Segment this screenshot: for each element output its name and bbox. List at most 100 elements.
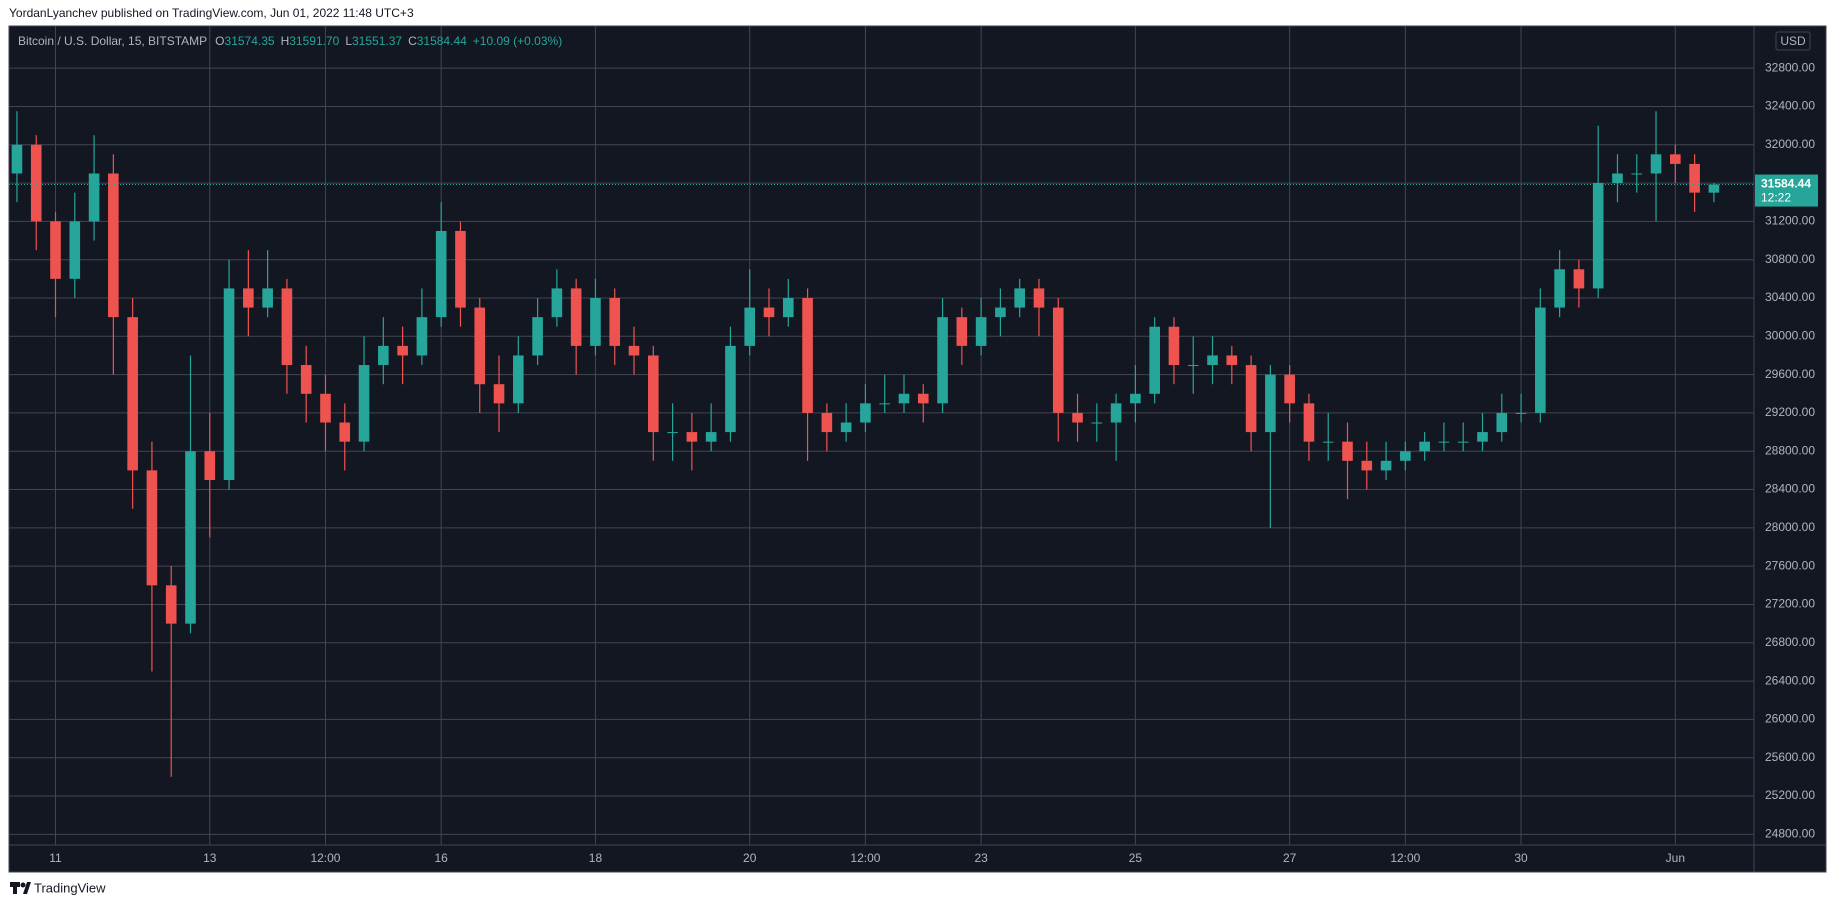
candle-body — [108, 173, 119, 318]
candle-body — [204, 451, 216, 480]
candle-body — [1554, 269, 1565, 308]
candle-body — [378, 345, 389, 366]
candle-body — [1535, 307, 1546, 413]
x-tick-label: 25 — [1129, 851, 1143, 865]
candle-body — [146, 470, 158, 586]
candle-body — [455, 230, 466, 308]
candle-body — [1477, 432, 1488, 442]
candle-body — [840, 422, 852, 433]
legend-value: 31551.37 — [352, 34, 402, 48]
candle-body — [435, 230, 447, 318]
y-tick-label: 25600.00 — [1765, 750, 1815, 764]
last-price-box — [1755, 174, 1818, 207]
candle-body — [1187, 365, 1199, 367]
candle-body — [995, 307, 1006, 318]
candle-body — [628, 345, 640, 356]
y-tick-label: 31200.00 — [1765, 214, 1815, 228]
candle-body — [1573, 269, 1585, 289]
candle-body — [1689, 163, 1700, 193]
candle-body — [1650, 154, 1662, 174]
y-tick-label: 26800.00 — [1765, 635, 1815, 649]
currency-box — [1775, 31, 1811, 51]
candle-body — [1400, 451, 1411, 461]
candle-body — [397, 345, 408, 356]
x-tick-label: 18 — [589, 851, 603, 865]
publish-info: YordanLyanchev published on TradingView.… — [9, 6, 414, 20]
y-tick-label: 29200.00 — [1765, 405, 1815, 419]
candle-body — [474, 307, 486, 385]
last-price-label: 31584.44 — [1761, 177, 1811, 191]
x-tick-label: 12:00 — [850, 851, 880, 865]
candle-body — [860, 403, 871, 423]
y-tick-label: 27600.00 — [1765, 558, 1815, 572]
y-tick-label: 30800.00 — [1765, 252, 1815, 266]
candle-body — [339, 422, 351, 442]
candle-body — [898, 393, 910, 404]
candle-body — [763, 307, 775, 318]
candle-body — [50, 221, 61, 279]
legend-key: L — [345, 34, 352, 48]
y-tick-label: 32800.00 — [1765, 60, 1815, 74]
candle-body — [30, 144, 42, 222]
candle-body — [88, 173, 100, 222]
candle-body — [1091, 422, 1103, 424]
candle-body — [1612, 173, 1623, 184]
candle-body — [744, 307, 756, 346]
candle-body — [165, 585, 177, 624]
candle-body — [1592, 183, 1604, 289]
y-tick-label: 26000.00 — [1765, 712, 1815, 726]
x-tick-label: Jun — [1666, 851, 1685, 865]
candle-body — [609, 298, 621, 346]
currency: USD — [1780, 34, 1806, 48]
x-tick-label: 27 — [1283, 851, 1297, 865]
candle-body — [1708, 184, 1720, 193]
symbol: Bitcoin / U.S. Dollar, 15, BITSTAMP — [18, 34, 207, 48]
y-tick-label: 27200.00 — [1765, 597, 1815, 611]
candle-body — [686, 432, 698, 442]
candle-body — [69, 221, 81, 279]
candle-body — [1130, 393, 1141, 404]
candle-body — [1284, 374, 1295, 404]
y-tick-label: 24800.00 — [1765, 827, 1815, 841]
candle-body — [358, 365, 370, 442]
legend-value: 31574.35 — [225, 34, 275, 48]
candle-body — [782, 298, 794, 318]
price-axis-bg — [1754, 26, 1826, 872]
candle-body — [1226, 355, 1238, 366]
x-tick-label: 12:00 — [1390, 851, 1420, 865]
candle-body — [532, 317, 543, 356]
y-tick-label: 26400.00 — [1765, 673, 1815, 687]
legend-key: O — [215, 34, 224, 48]
candle-body — [185, 451, 196, 624]
candle-body — [1496, 412, 1508, 433]
candle-body — [1380, 460, 1392, 471]
candle-body — [647, 355, 659, 433]
legend-value: 31584.44 — [417, 34, 467, 48]
candle-body — [1419, 441, 1430, 452]
candle-body — [493, 384, 505, 404]
candle-body — [1168, 326, 1180, 366]
candle-body — [1207, 355, 1218, 366]
candle-body — [1052, 307, 1064, 413]
candle-body — [956, 317, 968, 346]
brand-logo — [10, 882, 31, 894]
candle-body — [802, 298, 813, 413]
candle-body — [667, 432, 678, 434]
y-tick-label: 32000.00 — [1765, 137, 1815, 151]
candle-body — [879, 403, 891, 405]
candle-body — [1670, 154, 1681, 164]
candle-body — [1072, 412, 1083, 423]
candle-body — [975, 317, 987, 346]
candle-body — [1014, 288, 1025, 308]
candle-body — [551, 288, 563, 318]
candle-body — [1631, 173, 1643, 175]
countdown: 12:22 — [1761, 191, 1791, 205]
candle-body — [1303, 403, 1315, 442]
y-tick-label: 30400.00 — [1765, 290, 1815, 304]
candle-body — [590, 298, 601, 346]
candle-body — [570, 288, 582, 346]
plot-bg — [9, 26, 1754, 872]
candle-body — [1245, 365, 1257, 433]
